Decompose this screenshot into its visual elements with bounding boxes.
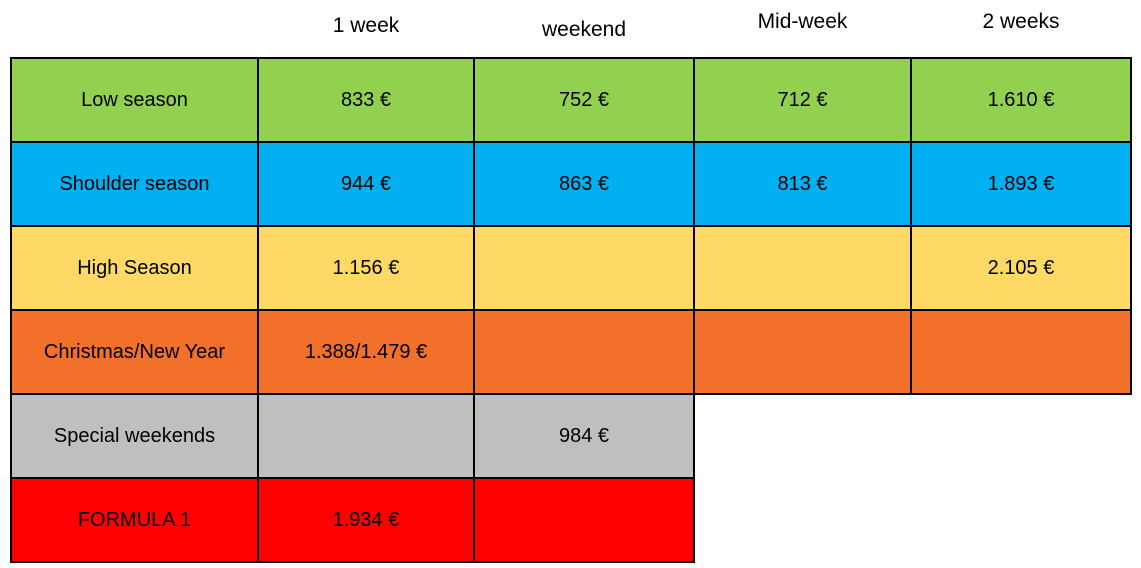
price-cell: 2.105 € <box>910 225 1132 311</box>
row-label: Shoulder season <box>10 141 259 227</box>
price-cell <box>257 393 475 479</box>
column-header-mid-week: Mid-week <box>694 0 911 58</box>
empty-area <box>694 478 911 562</box>
column-header-1-week: 1 week <box>258 0 474 58</box>
column-header-label: 1 week <box>332 14 400 37</box>
row-shoulder-season: Shoulder season 944 € 863 € 813 € 1.893 … <box>10 141 1132 227</box>
column-header-2-weeks: 2 weeks <box>911 0 1131 58</box>
column-header-label: Mid-week <box>757 10 848 33</box>
row-low-season: Low season 833 € 752 € 712 € 1.610 € <box>10 57 1132 143</box>
column-header-label: 2 weeks <box>982 10 1060 33</box>
row-label: Special weekends <box>10 393 259 479</box>
price-cell: 813 € <box>693 141 912 227</box>
pricing-table: 1 week weekend Mid-week 2 weeks Low seas… <box>10 0 1132 563</box>
price-cell <box>473 477 695 563</box>
empty-area <box>911 478 1131 562</box>
price-cell <box>910 309 1132 395</box>
price-cell: 1.893 € <box>910 141 1132 227</box>
row-christmas-new-year: Christmas/New Year 1.388/1.479 € <box>10 309 1132 395</box>
empty-area <box>911 394 1131 478</box>
price-cell: 1.934 € <box>257 477 475 563</box>
column-header-weekend: weekend <box>474 0 694 58</box>
price-cell: 984 € <box>473 393 695 479</box>
price-cell <box>693 225 912 311</box>
price-cell <box>473 309 695 395</box>
price-cell <box>473 225 695 311</box>
header-row: 1 week weekend Mid-week 2 weeks <box>11 0 1131 58</box>
price-cell: 1.156 € <box>257 225 475 311</box>
row-formula-1: FORMULA 1 1.934 € <box>10 477 1131 563</box>
corner-cell <box>11 0 258 58</box>
price-cell: 712 € <box>693 57 912 143</box>
price-cell: 863 € <box>473 141 695 227</box>
column-header-label: weekend <box>541 18 627 41</box>
empty-area <box>694 394 911 478</box>
price-cell: 833 € <box>257 57 475 143</box>
row-label: High Season <box>10 225 259 311</box>
price-cell <box>693 309 912 395</box>
row-label: Low season <box>10 57 259 143</box>
price-cell: 1.610 € <box>910 57 1132 143</box>
row-special-weekends: Special weekends 984 € <box>10 393 1131 479</box>
row-high-season: High Season 1.156 € 2.105 € <box>10 225 1132 311</box>
price-cell: 944 € <box>257 141 475 227</box>
price-cell: 1.388/1.479 € <box>257 309 475 395</box>
price-cell: 752 € <box>473 57 695 143</box>
row-label: FORMULA 1 <box>10 477 259 563</box>
row-label: Christmas/New Year <box>10 309 259 395</box>
